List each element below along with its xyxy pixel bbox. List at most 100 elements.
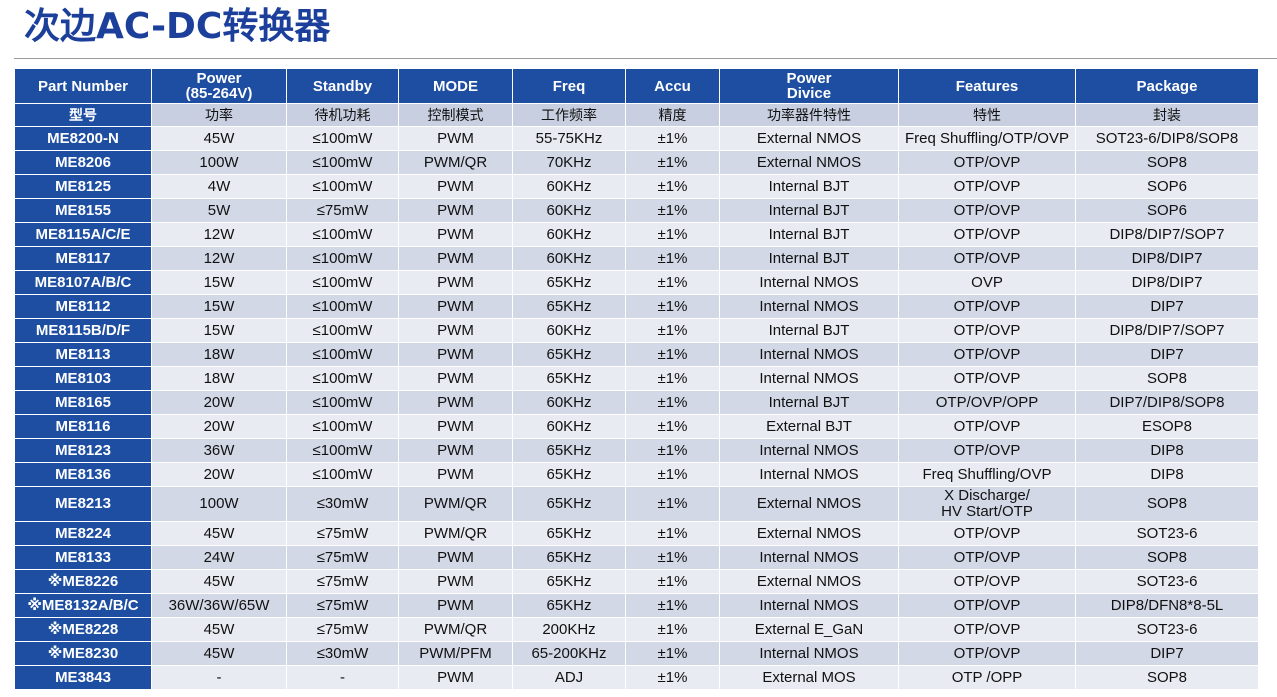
cell-features: OTP/OVP — [898, 198, 1076, 223]
cell-power: 5W — [151, 198, 287, 223]
cell-power-device: Internal NMOS — [719, 438, 899, 463]
cell-power-device: Internal NMOS — [719, 294, 899, 319]
cell-power: 45W — [151, 617, 287, 642]
cell-features: OTP/OVP — [898, 617, 1076, 642]
cell-mode: PWM/QR — [398, 150, 513, 175]
cell-package: SOP8 — [1075, 486, 1259, 522]
cell-package: ESOP8 — [1075, 414, 1259, 439]
table-row: ※ME8228 45W ≤75mW PWM/QR 200KHz ±1% External E… — [14, 617, 1259, 642]
table-row: ME8133 24W ≤75mW PWM 65KHz ±1% Internal NMOS OT… — [14, 545, 1259, 570]
cell-package: DIP8/DFN8*8-5L — [1075, 593, 1259, 618]
cell-part-number: ME8107A/B/C — [14, 270, 152, 295]
cell-power-device: External NMOS — [719, 126, 899, 151]
cell-package: SOP8 — [1075, 150, 1259, 175]
cell-freq: 60KHz — [512, 414, 626, 439]
cell-mode: PWM — [398, 438, 513, 463]
cell-package: SOT23-6 — [1075, 617, 1259, 642]
cell-power: 45W — [151, 641, 287, 666]
header-row-chinese: 型号 功率 待机功耗 控制模式 工作频率 精度 功率器件特性 特性 封装 — [14, 103, 1259, 127]
cell-part-number: ME8123 — [14, 438, 152, 463]
cell-power-device: Internal NMOS — [719, 462, 899, 487]
cell-accu: ±1% — [625, 318, 720, 343]
cell-package: DIP7 — [1075, 641, 1259, 666]
cell-freq: 60KHz — [512, 222, 626, 247]
cell-standby: ≤100mW — [286, 342, 399, 367]
cell-power-device: Internal BJT — [719, 174, 899, 199]
cell-freq: 65KHz — [512, 521, 626, 546]
cell-features: OTP/OVP — [898, 150, 1076, 175]
cell-freq: 65KHz — [512, 462, 626, 487]
cell-standby: ≤75mW — [286, 593, 399, 618]
cell-part-number: ME3843 — [14, 665, 152, 690]
cell-features: OTP/OVP — [898, 569, 1076, 594]
cell-part-number: ※ME8226 — [14, 569, 152, 594]
cell-part-number: ME8116 — [14, 414, 152, 439]
header-power-cn: 功率 — [151, 103, 287, 127]
cell-features: Freq Shuffling/OTP/OVP — [898, 126, 1076, 151]
cell-mode: PWM/QR — [398, 486, 513, 522]
header-power: Power (85-264V) — [151, 68, 287, 104]
table-body: ME8200-N 45W ≤100mW PWM 55-75KHz ±1% External … — [14, 126, 1259, 690]
cell-standby: ≤75mW — [286, 569, 399, 594]
cell-standby: ≤30mW — [286, 641, 399, 666]
cell-part-number: ME8155 — [14, 198, 152, 223]
page-title: 次边AC-DC转换器 — [24, 6, 331, 47]
table-row: ※ME8132A/B/C 36W/36W/65W ≤75mW PWM 65KHz ±1% I… — [14, 593, 1259, 618]
cell-accu: ±1% — [625, 342, 720, 367]
cell-features: OTP/OVP — [898, 366, 1076, 391]
cell-features: OTP/OVP — [898, 414, 1076, 439]
cell-accu: ±1% — [625, 246, 720, 271]
cell-power-device: Internal NMOS — [719, 270, 899, 295]
cell-freq: 55-75KHz — [512, 126, 626, 151]
cell-freq: 65KHz — [512, 366, 626, 391]
product-table: Part Number Power (85-264V) Standby MODE Fre… — [14, 68, 1259, 690]
cell-accu: ±1% — [625, 414, 720, 439]
cell-freq: 65KHz — [512, 569, 626, 594]
cell-power: 24W — [151, 545, 287, 570]
cell-mode: PWM/QR — [398, 617, 513, 642]
table-row: ME8224 45W ≤75mW PWM/QR 65KHz ±1% External NMO… — [14, 521, 1259, 546]
cell-power: 36W — [151, 438, 287, 463]
cell-package: SOP6 — [1075, 174, 1259, 199]
cell-power: 15W — [151, 270, 287, 295]
cell-mode: PWM/QR — [398, 521, 513, 546]
table-row: ME8155 5W ≤75mW PWM 60KHz ±1% Internal BJT OTP/… — [14, 198, 1259, 223]
table-row: ME8200-N 45W ≤100mW PWM 55-75KHz ±1% External … — [14, 126, 1259, 151]
cell-power: 12W — [151, 222, 287, 247]
cell-features: OTP/OVP — [898, 174, 1076, 199]
cell-part-number: ※ME8230 — [14, 641, 152, 666]
cell-accu: ±1% — [625, 390, 720, 415]
cell-part-number: ME8115B/D/F — [14, 318, 152, 343]
table-row: ME8165 20W ≤100mW PWM 60KHz ±1% Internal BJT OT… — [14, 390, 1259, 415]
cell-power: 100W — [151, 486, 287, 522]
cell-package: SOP8 — [1075, 545, 1259, 570]
cell-package: DIP8/DIP7/SOP7 — [1075, 222, 1259, 247]
header-mode-cn: 控制模式 — [398, 103, 513, 127]
cell-accu: ±1% — [625, 665, 720, 690]
table-row: ME8117 12W ≤100mW PWM 60KHz ±1% Internal BJT OT… — [14, 246, 1259, 271]
cell-standby: ≤100mW — [286, 270, 399, 295]
cell-freq: 60KHz — [512, 318, 626, 343]
cell-mode: PWM — [398, 318, 513, 343]
cell-accu: ±1% — [625, 486, 720, 522]
table-row: ME8213 100W ≤30mW PWM/QR 65KHz ±1% External NM… — [14, 486, 1259, 522]
cell-mode: PWM — [398, 390, 513, 415]
cell-standby: ≤100mW — [286, 150, 399, 175]
cell-freq: ADJ — [512, 665, 626, 690]
table-row: ME8115B/D/F 15W ≤100mW PWM 60KHz ±1% Internal … — [14, 318, 1259, 343]
cell-power-device: Internal BJT — [719, 246, 899, 271]
cell-mode: PWM — [398, 569, 513, 594]
cell-mode: PWM — [398, 246, 513, 271]
cell-power-device: Internal NMOS — [719, 545, 899, 570]
cell-part-number: ME8115A/C/E — [14, 222, 152, 247]
cell-package: SOT23-6/DIP8/SOP8 — [1075, 126, 1259, 151]
cell-accu: ±1% — [625, 270, 720, 295]
cell-power-device: Internal BJT — [719, 222, 899, 247]
header-features: Features — [898, 68, 1076, 104]
cell-accu: ±1% — [625, 462, 720, 487]
cell-mode: PWM — [398, 665, 513, 690]
cell-package: DIP8 — [1075, 462, 1259, 487]
header-freq-cn: 工作频率 — [512, 103, 626, 127]
cell-standby: ≤100mW — [286, 294, 399, 319]
cell-power: 20W — [151, 390, 287, 415]
